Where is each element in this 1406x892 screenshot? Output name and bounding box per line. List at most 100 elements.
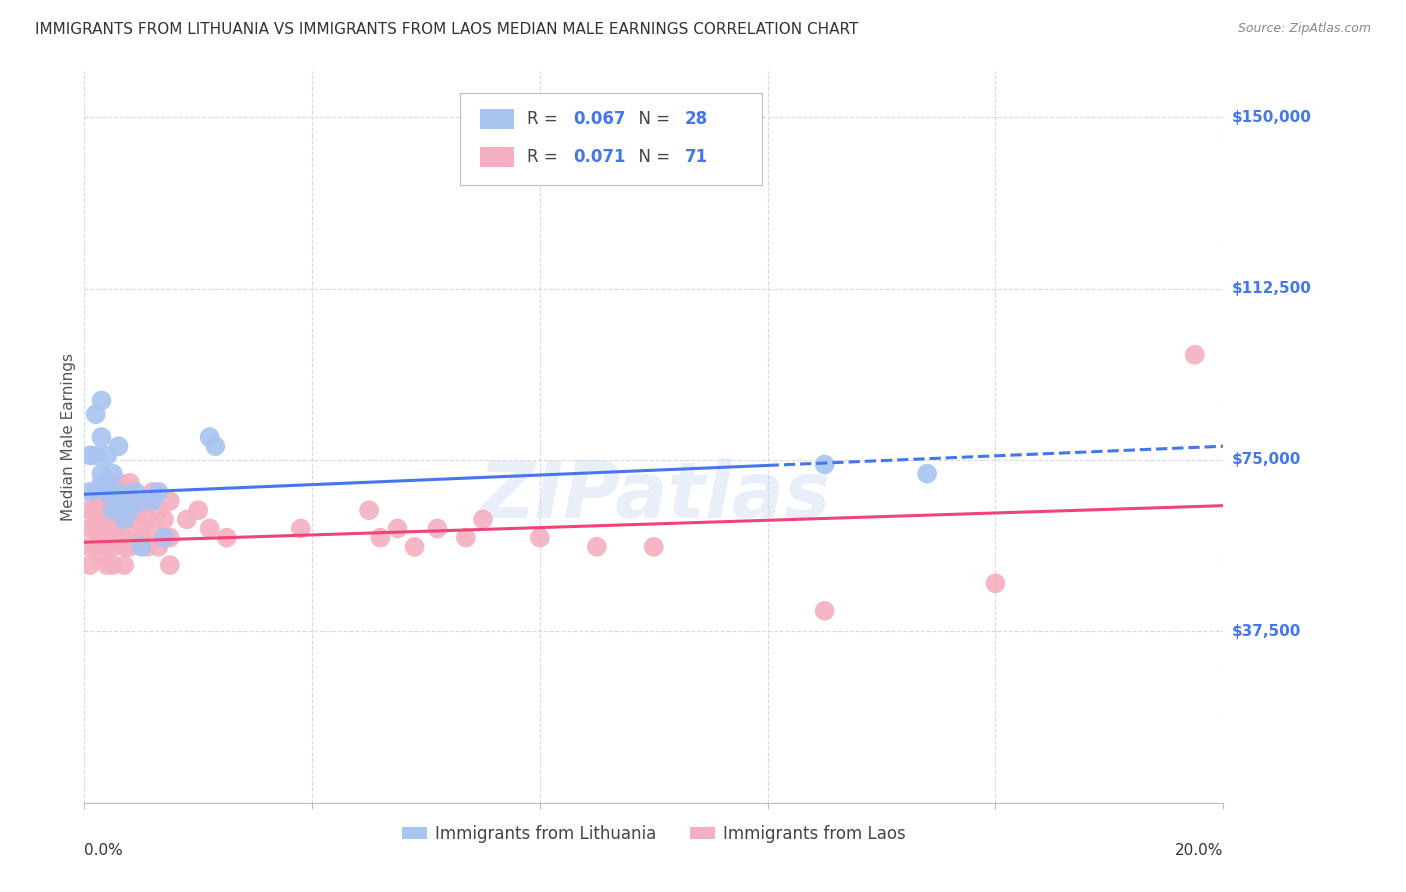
Text: Source: ZipAtlas.com: Source: ZipAtlas.com: [1237, 22, 1371, 36]
Point: [472, 512, 495, 526]
Point: [142, 521, 165, 535]
Point: [124, 494, 146, 508]
Point: [124, 531, 146, 545]
Point: [84, 484, 107, 499]
Point: [136, 540, 159, 554]
FancyBboxPatch shape: [460, 94, 762, 185]
Point: [90, 512, 112, 526]
Point: [215, 531, 238, 545]
Point: [153, 531, 176, 545]
Point: [984, 576, 1007, 591]
FancyBboxPatch shape: [479, 109, 513, 129]
Text: $150,000: $150,000: [1232, 110, 1312, 125]
Point: [131, 503, 153, 517]
Point: [131, 494, 153, 508]
Text: 0.067: 0.067: [572, 110, 626, 128]
Point: [118, 503, 141, 517]
Point: [915, 467, 938, 481]
Point: [159, 494, 181, 508]
Point: [142, 484, 165, 499]
Point: [84, 448, 107, 462]
Point: [101, 467, 124, 481]
Point: [112, 503, 135, 517]
Point: [90, 531, 112, 545]
Point: [112, 484, 135, 499]
Point: [198, 521, 221, 535]
Point: [124, 484, 146, 499]
Point: [131, 531, 153, 545]
Point: [107, 475, 129, 490]
Point: [814, 604, 837, 618]
Text: IMMIGRANTS FROM LITHUANIA VS IMMIGRANTS FROM LAOS MEDIAN MALE EARNINGS CORRELATI: IMMIGRANTS FROM LITHUANIA VS IMMIGRANTS …: [35, 22, 859, 37]
Point: [79, 540, 101, 554]
Point: [148, 503, 170, 517]
Text: N =: N =: [627, 148, 675, 166]
Point: [118, 512, 141, 526]
Text: 0.0%: 0.0%: [84, 843, 124, 858]
Point: [159, 558, 181, 573]
Text: $112,500: $112,500: [1232, 281, 1312, 296]
Point: [118, 540, 141, 554]
Point: [136, 512, 159, 526]
Point: [96, 484, 118, 499]
Point: [187, 503, 209, 517]
Text: $75,000: $75,000: [1232, 452, 1301, 467]
Point: [84, 503, 107, 517]
Point: [84, 407, 107, 421]
Point: [454, 531, 477, 545]
Text: $37,500: $37,500: [1232, 624, 1301, 639]
Point: [198, 430, 221, 444]
Point: [96, 540, 118, 554]
Point: [387, 521, 409, 535]
Text: 28: 28: [685, 110, 707, 128]
Point: [79, 521, 101, 535]
Point: [643, 540, 665, 554]
Point: [118, 475, 141, 490]
Point: [148, 540, 170, 554]
Point: [159, 531, 181, 545]
Point: [79, 558, 101, 573]
Point: [112, 558, 135, 573]
Point: [96, 512, 118, 526]
Point: [131, 540, 153, 554]
Point: [1184, 348, 1206, 362]
Point: [124, 512, 146, 526]
Point: [112, 512, 135, 526]
Point: [814, 458, 837, 472]
Point: [107, 494, 129, 508]
Point: [96, 558, 118, 573]
Point: [153, 512, 176, 526]
Point: [107, 484, 129, 499]
Text: R =: R =: [527, 148, 564, 166]
Point: [107, 531, 129, 545]
Text: 20.0%: 20.0%: [1175, 843, 1223, 858]
Point: [148, 484, 170, 499]
Point: [96, 494, 118, 508]
Point: [96, 531, 118, 545]
Point: [90, 494, 112, 508]
Point: [101, 503, 124, 517]
Point: [118, 494, 141, 508]
Point: [101, 558, 124, 573]
Text: N =: N =: [627, 110, 675, 128]
FancyBboxPatch shape: [479, 146, 513, 167]
Point: [112, 540, 135, 554]
Text: 0.071: 0.071: [572, 148, 626, 166]
Point: [112, 531, 135, 545]
Point: [290, 521, 312, 535]
Point: [79, 448, 101, 462]
Point: [370, 531, 392, 545]
Text: ZIPatlas: ZIPatlas: [478, 458, 830, 533]
Point: [90, 549, 112, 563]
Point: [529, 531, 551, 545]
Point: [142, 494, 165, 508]
Point: [84, 521, 107, 535]
Point: [101, 484, 124, 499]
Point: [112, 512, 135, 526]
Point: [79, 503, 101, 517]
Point: [90, 467, 112, 481]
Point: [96, 475, 118, 490]
Point: [404, 540, 426, 554]
Point: [204, 439, 226, 453]
Point: [176, 512, 198, 526]
